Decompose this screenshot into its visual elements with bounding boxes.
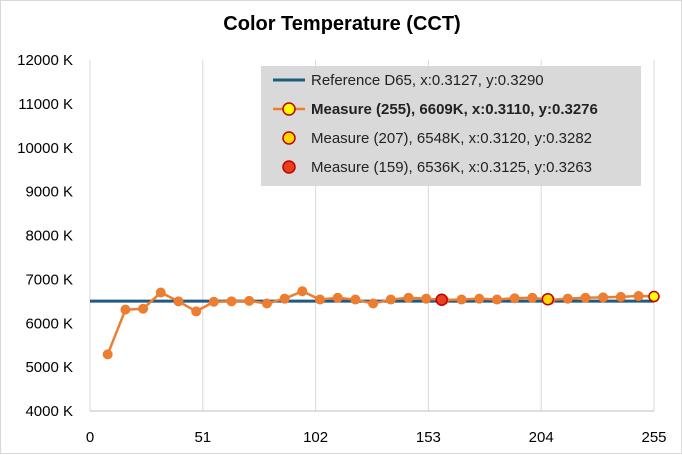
measure-point: [562, 293, 573, 304]
measure-point: [279, 293, 290, 304]
measure-point: [491, 294, 502, 305]
y-tick-label-11000: 11000 K: [18, 96, 73, 113]
measure-point: [633, 291, 644, 302]
x-tick-label-0: 0: [86, 429, 94, 446]
measure-point: [368, 298, 379, 309]
x-tick-label-204: 204: [529, 429, 554, 446]
y-tick-label-5000: 5000 K: [25, 359, 73, 376]
measure-point: [261, 298, 272, 309]
measure-point: [138, 303, 149, 314]
measure-point: [474, 293, 485, 304]
measure-point: [648, 290, 660, 303]
measure-point: [598, 292, 609, 303]
legend-swatch-marker: [282, 131, 296, 145]
measure-point: [332, 292, 343, 303]
measure-point: [155, 287, 166, 298]
x-tick-label-255: 255: [641, 429, 666, 446]
measure-point: [208, 296, 219, 307]
legend-label-2: Measure (207), 6548K, x:0.3120, y:0.3282: [311, 130, 592, 147]
legend-label-3: Measure (159), 6536K, x:0.3125, y:0.3263: [311, 159, 592, 176]
measure-point: [350, 294, 361, 305]
measure-point: [120, 304, 131, 315]
measure-point: [297, 286, 308, 297]
legend-box: [261, 66, 641, 186]
measure-point: [421, 293, 432, 304]
measure-point: [456, 294, 467, 305]
measure-point: [527, 292, 538, 303]
y-tick-label-4000: 4000 K: [25, 403, 73, 420]
x-tick-label-102: 102: [303, 429, 328, 446]
legend-label-1: Measure (255), 6609K, x:0.3110, y:0.3276: [311, 101, 598, 118]
measure-point: [385, 294, 396, 305]
legend-swatch-marker: [282, 102, 296, 116]
measure-point: [403, 292, 414, 303]
y-tick-label-9000: 9000 K: [25, 184, 73, 201]
measure-point: [244, 295, 255, 306]
legend-label-0: Reference D65, x:0.3127, y:0.3290: [311, 72, 544, 89]
measure-point: [580, 292, 591, 303]
y-tick-label-6000: 6000 K: [25, 315, 73, 332]
marker-point-2: [541, 292, 555, 306]
measure-point: [191, 306, 202, 317]
marker-point-3: [435, 293, 448, 306]
measure-point: [615, 291, 626, 302]
y-tick-label-12000: 12000 K: [17, 52, 73, 69]
y-tick-label-8000: 8000 K: [25, 228, 73, 245]
x-tick-label-51: 51: [194, 429, 211, 446]
measure-point: [509, 293, 520, 304]
measure-point: [102, 349, 113, 360]
measure-point: [173, 296, 184, 307]
legend-swatch-marker: [282, 160, 296, 174]
chart-title: Color Temperature (CCT): [223, 13, 461, 35]
y-tick-label-7000: 7000 K: [25, 271, 73, 288]
measure-point: [226, 296, 237, 307]
y-tick-label-10000: 10000 K: [17, 140, 73, 157]
x-tick-label-153: 153: [416, 429, 441, 446]
measure-point: [315, 294, 326, 305]
